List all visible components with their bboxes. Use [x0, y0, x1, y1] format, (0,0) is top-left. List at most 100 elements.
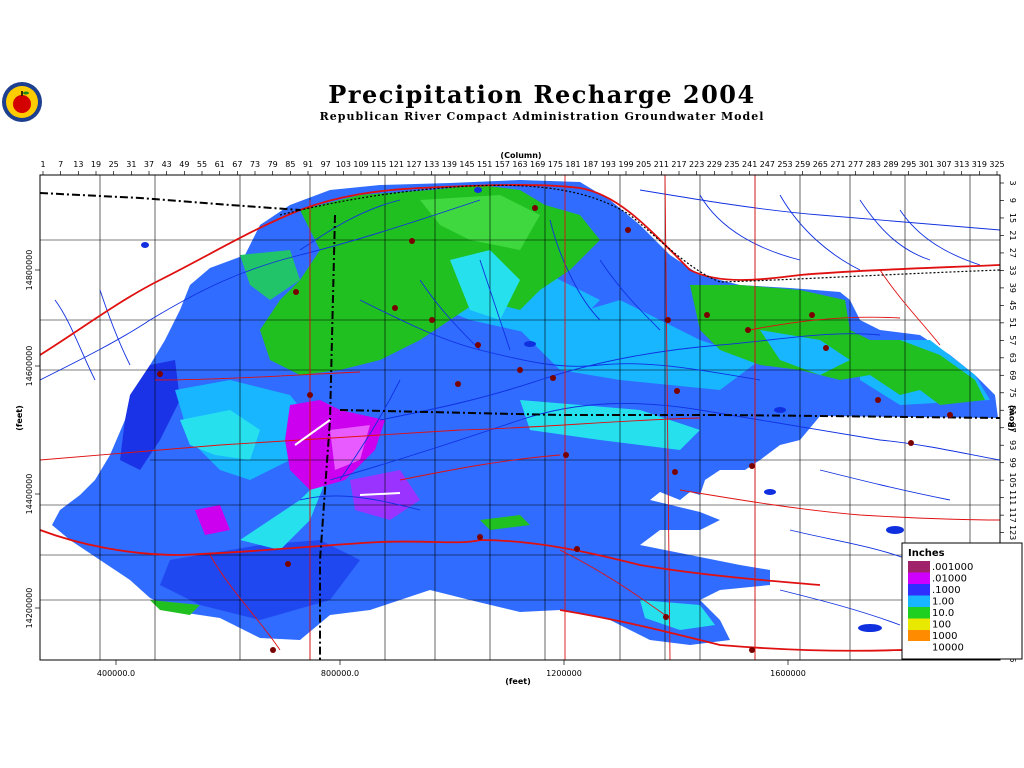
top-tick-label: 61: [215, 160, 225, 169]
right-tick-label: 33: [1008, 265, 1017, 275]
right-tick-label: 51: [1008, 318, 1017, 328]
legend-swatch: [907, 641, 931, 654]
top-tick-label: 13: [73, 160, 83, 169]
top-tick-label: 25: [109, 160, 119, 169]
top-tick-label: 181: [565, 160, 580, 169]
top-tick-label: 313: [954, 160, 969, 169]
legend-label: 100: [932, 620, 951, 631]
top-tick-label: 49: [179, 160, 189, 169]
bottom-axis-label: (feet): [505, 677, 530, 686]
top-tick-label: 325: [989, 160, 1004, 169]
map-subtitle: Republican River Compact Administration …: [319, 110, 765, 123]
top-tick-label: 31: [126, 160, 136, 169]
top-tick-label: 319: [972, 160, 987, 169]
top-tick-label: 37: [144, 160, 154, 169]
right-tick-label: 117: [1008, 508, 1017, 523]
legend-swatch: [908, 572, 930, 584]
top-tick-label: 175: [548, 160, 563, 169]
top-tick-label: 133: [424, 160, 439, 169]
top-tick-label: 127: [406, 160, 421, 169]
top-tick-label: 145: [459, 160, 474, 169]
top-tick-label: 271: [830, 160, 845, 169]
right-tick-label: 93: [1008, 440, 1017, 450]
top-tick-label: 277: [848, 160, 863, 169]
legend-swatch: [908, 595, 930, 607]
top-tick-label: 253: [777, 160, 792, 169]
legend-swatch: [908, 607, 930, 619]
top-tick-label: 19: [91, 160, 101, 169]
top-tick-label: 187: [583, 160, 598, 169]
right-tick-label: 27: [1008, 248, 1017, 258]
top-axis-label: (Column): [500, 151, 541, 160]
legend-title: Inches: [908, 548, 945, 559]
top-tick-label: 247: [760, 160, 775, 169]
top-tick-label: 91: [303, 160, 313, 169]
left-tick-label: 14800000: [25, 250, 34, 291]
legend-swatch: [908, 630, 930, 642]
top-tick-label: 109: [353, 160, 368, 169]
top-tick-label: 193: [601, 160, 616, 169]
right-tick-label: 21: [1008, 230, 1017, 240]
legend-label: .01000: [932, 574, 967, 585]
top-tick-label: 295: [901, 160, 916, 169]
top-tick-label: 103: [336, 160, 351, 169]
right-tick-label: 123: [1008, 525, 1017, 540]
top-tick-label: 43: [162, 160, 172, 169]
right-tick-label: 15: [1008, 213, 1017, 223]
top-tick-label: 223: [689, 160, 704, 169]
top-tick-label: 229: [707, 160, 722, 169]
top-tick-label: 67: [232, 160, 242, 169]
map-title: Precipitation Recharge 2004: [328, 80, 756, 109]
legend-label: 10000: [932, 643, 964, 654]
top-tick-label: 199: [618, 160, 633, 169]
apple-seal-icon: [2, 82, 42, 122]
top-tick-label: 235: [724, 160, 739, 169]
top-tick-label: 115: [371, 160, 386, 169]
legend: Inches .001000.01000.10001.0010.01001000…: [901, 542, 1023, 660]
left-tick-label: 14200000: [25, 588, 34, 629]
top-tick-label: 211: [654, 160, 669, 169]
top-tick-label: 97: [321, 160, 331, 169]
right-tick-label: 57: [1008, 335, 1017, 345]
top-tick-label: 55: [197, 160, 207, 169]
top-tick-label: 265: [813, 160, 828, 169]
top-tick-label: 205: [636, 160, 651, 169]
legend-label: 1000: [932, 631, 957, 642]
top-tick-label: 85: [285, 160, 295, 169]
top-tick-label: 307: [936, 160, 951, 169]
right-tick-label: 9: [1008, 198, 1017, 203]
right-tick-label: 39: [1008, 283, 1017, 293]
top-tick-label: 7: [58, 160, 63, 169]
bottom-tick-label: 1600000: [770, 669, 806, 678]
right-tick-label: 99: [1008, 458, 1017, 468]
high-recharge-east: [690, 285, 985, 405]
top-tick-label: 151: [477, 160, 492, 169]
right-tick-label: 105: [1008, 473, 1017, 488]
left-axis: 14800000 14600000 14400000 14200000: [25, 250, 40, 629]
top-axis: 1 7 13 19 25 31 37 43 49 55 61 67 73 79 85 91 97 103 109 11…: [40, 160, 1005, 175]
right-axis-label: (Row): [1007, 405, 1016, 431]
top-tick-label: 259: [795, 160, 810, 169]
top-tick-label: 283: [866, 160, 881, 169]
legend-swatch: [908, 561, 930, 573]
top-tick-label: 301: [919, 160, 934, 169]
top-tick-label: 79: [268, 160, 278, 169]
reservoirs: [141, 187, 904, 632]
legend-label: 1.00: [932, 597, 954, 608]
bottom-tick-label: 800000.0: [321, 669, 359, 678]
right-tick-label: 63: [1008, 353, 1017, 363]
right-tick-label: 87: [1008, 423, 1017, 433]
left-tick-label: 14600000: [25, 346, 34, 387]
top-tick-label: 139: [442, 160, 457, 169]
legend-label: .001000: [932, 562, 973, 573]
top-tick-label: 169: [530, 160, 545, 169]
bottom-tick-label: 1200000: [546, 669, 582, 678]
legend-swatch: [908, 618, 930, 630]
right-tick-label: 69: [1008, 370, 1017, 380]
legend-swatch: [908, 584, 930, 596]
river-network: [40, 189, 1000, 626]
legend-label: .1000: [932, 585, 961, 596]
right-tick-label: 45: [1008, 300, 1017, 310]
top-tick-label: 1: [40, 160, 45, 169]
